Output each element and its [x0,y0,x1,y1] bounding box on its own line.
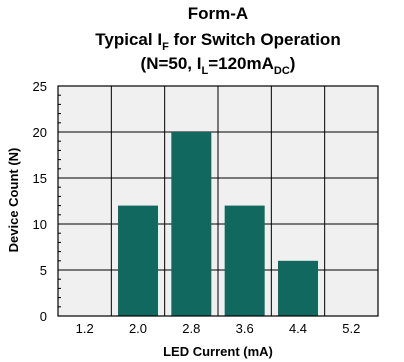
x-tick-label-3.6: 3.6 [236,321,254,336]
title2-subscript: F [162,41,169,53]
gridlines [58,86,378,316]
title3-subscript-dc: DC [274,65,290,77]
x-tick-label-1.2: 1.2 [76,321,94,336]
ticks [58,85,63,317]
x-tick-label-5.2: 5.2 [342,321,360,336]
y-tick-label-15: 15 [33,171,47,186]
x-tick-label-2.0: 2.0 [129,321,147,336]
x-axis-label: LED Current (mA) [163,344,273,359]
y-tick-label-20: 20 [33,125,47,140]
chart-title-line2: Typical IF for Switch Operation [95,30,340,53]
title3-text-b: =120mA [208,54,274,73]
title2-text-b: for Switch Operation [169,30,341,49]
y-tick-label-10: 10 [33,217,47,232]
x-tick-label-4.4: 4.4 [289,321,307,336]
title2-text-a: Typical I [95,30,162,49]
bar-2.8 [171,132,212,316]
y-tick-label-25: 25 [33,79,47,94]
chart-title-line3: (N=50, IL=120mADC) [141,54,296,77]
title3-text-a: (N=50, I [141,54,202,73]
bar-4.4 [278,260,318,316]
bar-2.0 [118,205,158,316]
x-tick-labels: 1.2 2.0 2.8 3.6 4.4 5.2 [76,321,361,336]
y-tick-label-5: 5 [40,263,47,278]
x-tick-label-2.8: 2.8 [182,321,200,336]
y-axis-label: Device Count (N) [6,148,21,253]
title3-text-c: ) [290,54,296,73]
title3-subscript-l: L [201,65,208,77]
chart-title-line1: Form-A [188,4,248,23]
y-tick-labels: 0 5 10 15 20 25 [33,79,47,324]
bar-3.6 [224,205,265,316]
bars [118,132,318,316]
plot-frame [57,85,379,317]
y-tick-label-0: 0 [40,309,47,324]
